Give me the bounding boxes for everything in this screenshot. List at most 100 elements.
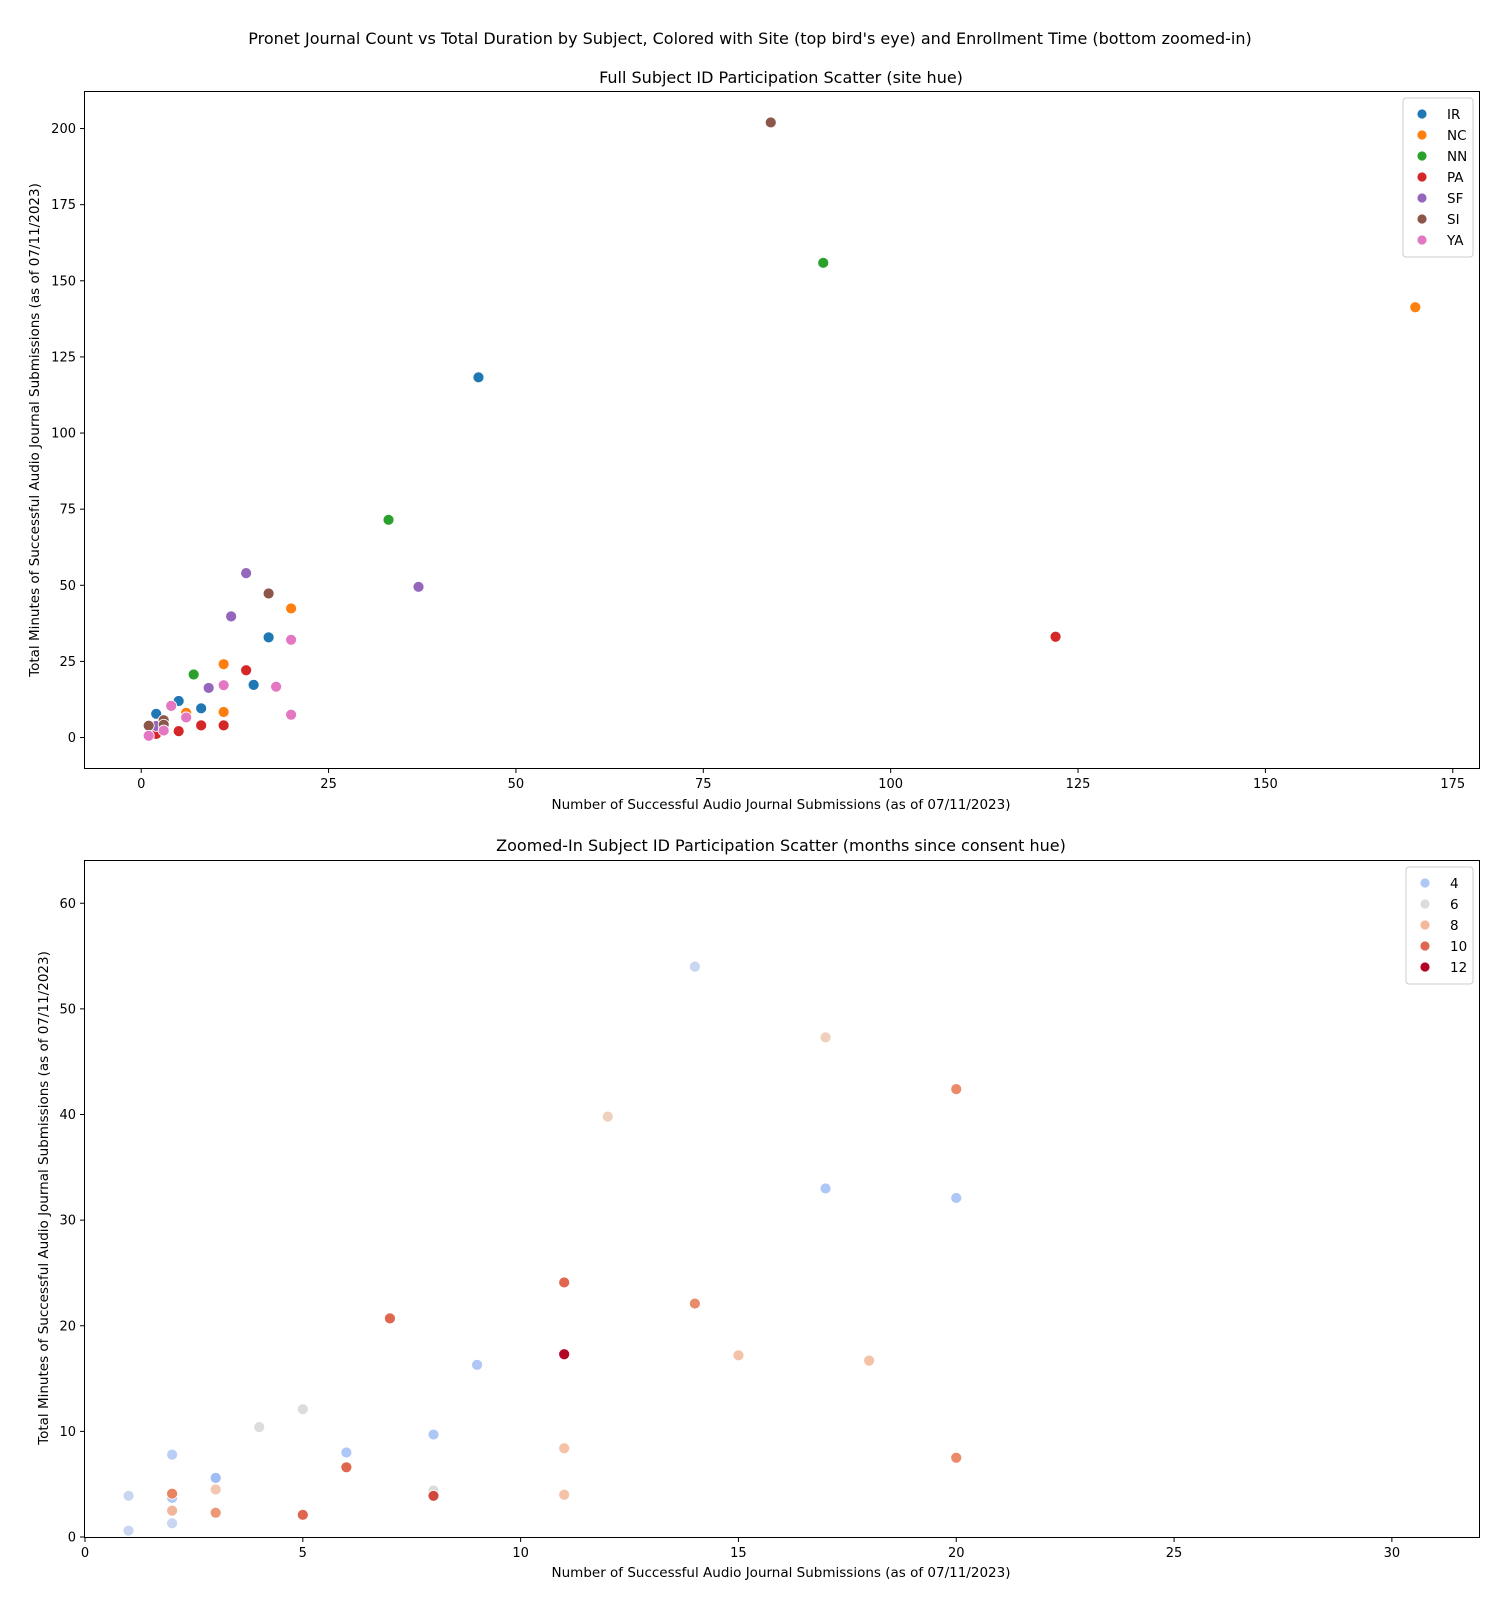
y-tick-label: 50 xyxy=(59,579,76,594)
scatter-point xyxy=(950,1451,963,1464)
scatter-point-ya xyxy=(270,680,283,693)
legend-marker xyxy=(1419,940,1431,952)
bottom-chart-title: Zoomed-In Subject ID Participation Scatt… xyxy=(496,836,1066,855)
x-tick-label: 25 xyxy=(1166,1546,1183,1561)
scatter-point xyxy=(601,1110,614,1123)
scatter-point xyxy=(427,1489,440,1502)
scatter-point-si xyxy=(142,719,155,732)
y-tick-label: 150 xyxy=(51,274,76,289)
legend-label: 8 xyxy=(1450,918,1459,934)
y-tick-label: 30 xyxy=(59,1214,76,1229)
legend-label: IR xyxy=(1447,107,1460,123)
top-panel: Full Subject ID Participation Scatter (s… xyxy=(27,68,1480,813)
scatter-point-nc xyxy=(217,658,230,671)
x-tick-label: 0 xyxy=(81,1546,89,1561)
scatter-point xyxy=(340,1446,353,1459)
y-tick-label: 40 xyxy=(59,1108,76,1123)
legend-label: 10 xyxy=(1450,939,1467,955)
scatter-point xyxy=(471,1358,483,1371)
scatter-point xyxy=(688,1297,701,1310)
scatter-point-pa xyxy=(1049,630,1062,643)
scatter-point xyxy=(253,1421,266,1434)
legend-marker xyxy=(1416,192,1428,204)
legend-marker xyxy=(1416,213,1428,225)
scatter-point-ya xyxy=(285,708,298,721)
bottom-panel: Zoomed-In Subject ID Participation Scatt… xyxy=(36,836,1480,1581)
x-tick-label: 100 xyxy=(878,777,903,792)
legend-label: 12 xyxy=(1450,960,1467,976)
scatter-point-sf xyxy=(240,567,253,580)
x-tick-label: 0 xyxy=(137,777,145,792)
x-tick-label: 50 xyxy=(508,777,525,792)
x-tick-label: 10 xyxy=(512,1546,529,1561)
y-tick-label: 75 xyxy=(59,503,76,518)
legend-marker xyxy=(1416,108,1428,120)
scatter-point xyxy=(950,1083,963,1096)
scatter-point-pa xyxy=(240,664,253,677)
x-tick-label: 20 xyxy=(948,1546,965,1561)
legend-marker xyxy=(1419,898,1431,910)
scatter-point-ir xyxy=(195,702,208,715)
scatter-point xyxy=(384,1312,396,1325)
legend-label: NC xyxy=(1447,128,1467,144)
scatter-point-nn xyxy=(817,256,830,269)
top-axes-frame xyxy=(84,91,1480,769)
scatter-point xyxy=(819,1031,832,1044)
scatter-point-ir xyxy=(150,707,163,720)
x-tick-label: 175 xyxy=(1440,777,1465,792)
scatter-point xyxy=(296,1403,309,1416)
scatter-point-pa xyxy=(172,725,185,738)
scatter-point xyxy=(688,960,701,973)
top-chart-title: Full Subject ID Participation Scatter (s… xyxy=(599,68,963,87)
scatter-point-pa xyxy=(195,719,208,732)
scatter-point-sf xyxy=(412,580,425,593)
scatter-point xyxy=(209,1506,222,1519)
y-tick-label: 20 xyxy=(59,1319,76,1334)
figure-suptitle: Pronet Journal Count vs Total Duration b… xyxy=(248,29,1252,48)
bottom-y-axis-label: Total Minutes of Successful Audio Journa… xyxy=(36,951,52,1446)
top-y-axis-label: Total Minutes of Successful Audio Journa… xyxy=(27,183,43,678)
y-tick-label: 60 xyxy=(59,897,76,912)
legend-marker xyxy=(1416,234,1428,246)
scatter-point-ir xyxy=(262,631,275,644)
legend-marker xyxy=(1416,129,1428,141)
y-tick-label: 175 xyxy=(51,198,76,213)
top-plot-area: 0 25 50 75 100 125 150 175 0 25 50 75 100 125 150 175 20… xyxy=(51,116,1465,792)
scatter-point-si xyxy=(262,587,275,600)
scatter-point-ir xyxy=(472,371,485,384)
scatter-point-sf xyxy=(225,610,238,623)
scatter-point-ya xyxy=(180,711,193,724)
bottom-axes-frame xyxy=(84,860,1480,1538)
top-legend: IR NC NN PA SF SI YA xyxy=(1402,97,1474,258)
scatter-point xyxy=(427,1428,440,1441)
bottom-x-axis-label: Number of Successful Audio Journal Submi… xyxy=(552,1565,1011,1581)
scatter-point xyxy=(166,1517,179,1530)
legend-label: 4 xyxy=(1450,876,1459,892)
y-tick-label: 25 xyxy=(59,655,76,670)
scatter-point-sf xyxy=(202,682,215,694)
y-tick-label: 200 xyxy=(51,122,76,137)
scatter-point xyxy=(209,1483,222,1496)
x-tick-label: 150 xyxy=(1253,777,1278,792)
scatter-point xyxy=(732,1349,745,1362)
scatter-point-ya xyxy=(157,724,170,737)
scatter-point-pa xyxy=(217,719,230,732)
scatter-point xyxy=(209,1471,222,1484)
bottom-plot-area: 0 5 10 15 20 25 30 0 10 20 30 40 50 60 xyxy=(59,897,1400,1561)
scatter-point-ya xyxy=(165,699,178,712)
scatter-point-si xyxy=(764,116,777,129)
legend-frame xyxy=(1405,866,1474,985)
legend-label: PA xyxy=(1447,170,1464,186)
legend-label: SF xyxy=(1447,191,1463,207)
legend-label: 6 xyxy=(1450,897,1459,913)
scatter-point xyxy=(340,1461,353,1474)
scatter-point xyxy=(122,1489,135,1502)
scatter-point xyxy=(558,1276,571,1289)
scatter-point xyxy=(122,1524,135,1537)
scatter-point xyxy=(558,1348,571,1361)
scatter-point-ir xyxy=(247,678,260,691)
legend-marker xyxy=(1419,961,1431,973)
x-tick-label: 15 xyxy=(730,1546,747,1561)
scatter-point xyxy=(950,1192,963,1204)
